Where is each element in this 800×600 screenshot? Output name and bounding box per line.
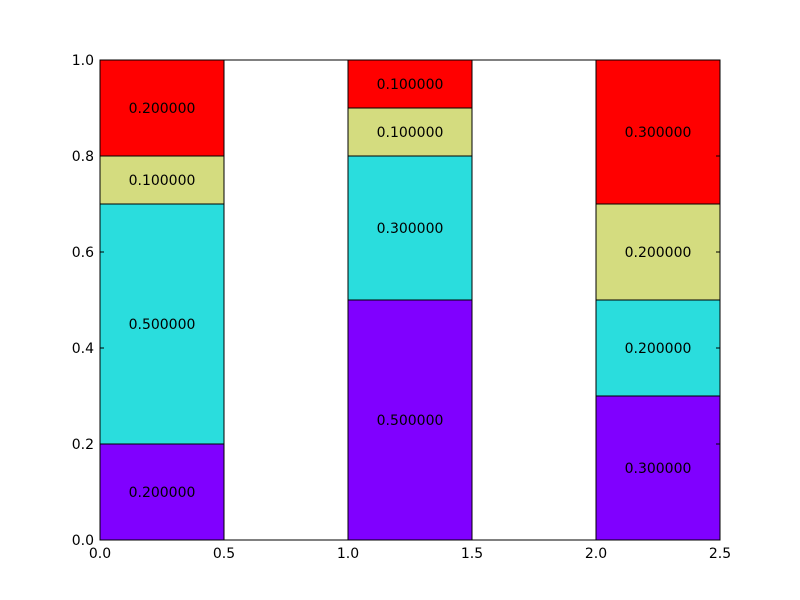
data-label: 0.300000 <box>377 221 444 237</box>
data-label: 0.200000 <box>625 341 692 357</box>
x-tick-label: 0.0 <box>89 546 111 562</box>
bar-segment-series-4-1 <box>347 59 473 109</box>
ticks: 0.0 0.5 1.0 1.5 2.0 2.5 0.0 0.2 0.4 0.6 0.8 1.0 <box>72 53 731 562</box>
x-tick-label: 1.5 <box>461 546 483 562</box>
bar-segment-series-3-0 <box>99 155 225 205</box>
y-tick-label: 0.8 <box>72 149 94 165</box>
bar-segment-series-3-2 <box>595 203 721 301</box>
x-tick-label: 1.0 <box>337 546 359 562</box>
data-label: 0.100000 <box>377 125 444 141</box>
bar-segment-series-4-2 <box>595 59 721 205</box>
bar-segment-series-2-2 <box>595 299 721 397</box>
data-label: 0.100000 <box>377 77 444 93</box>
data-label: 0.200000 <box>129 101 196 117</box>
x-tick-label: 2.5 <box>709 546 731 562</box>
data-label: 0.300000 <box>625 461 692 477</box>
y-tick-label: 1.0 <box>72 53 94 69</box>
data-label: 0.500000 <box>129 317 196 333</box>
data-label: 0.200000 <box>129 485 196 501</box>
y-tick-label: 0.4 <box>72 341 94 357</box>
bar-segment-series-1-2 <box>595 395 721 541</box>
data-label: 0.100000 <box>129 173 196 189</box>
x-tick-label: 0.5 <box>213 546 235 562</box>
axes-frame <box>99 59 721 541</box>
y-tick-label: 0.0 <box>72 533 94 549</box>
bar-segment-series-3-1 <box>347 107 473 157</box>
x-tick-label: 2.0 <box>585 546 607 562</box>
bar-segment-series-2-1 <box>347 155 473 301</box>
y-tick-label: 0.6 <box>72 245 94 261</box>
bars: 0.200000 0.500000 0.100000 0.200000 0.500000… <box>99 59 721 541</box>
bar-segment-series-4-0 <box>99 59 225 157</box>
data-label: 0.300000 <box>625 125 692 141</box>
data-label: 0.200000 <box>625 245 692 261</box>
y-tick-label: 0.2 <box>72 437 94 453</box>
bar-segment-series-1-0 <box>99 443 225 541</box>
data-label: 0.500000 <box>377 413 444 429</box>
